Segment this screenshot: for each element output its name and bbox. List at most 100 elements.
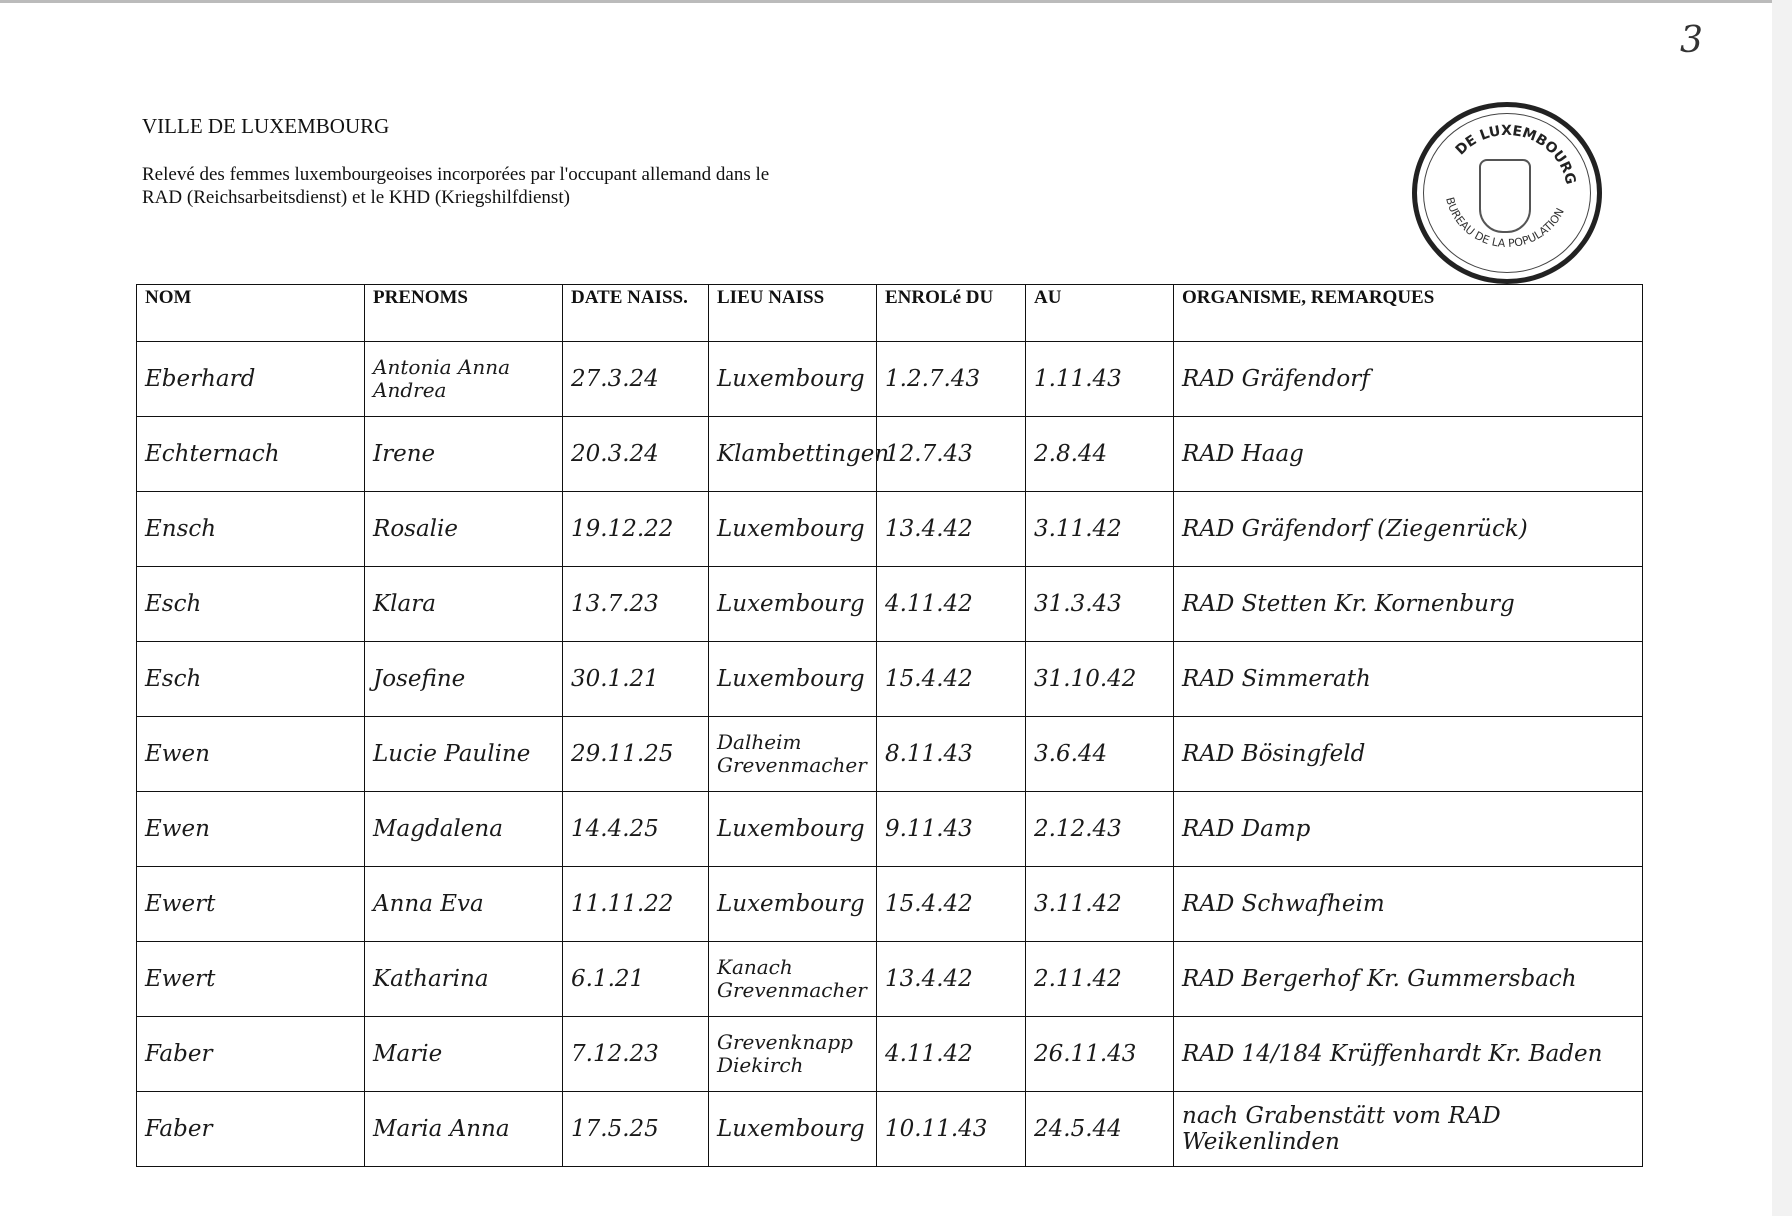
cell-organisme: RAD Bösingfeld [1173, 716, 1643, 792]
cell-prenoms: Katharina [364, 941, 563, 1017]
cell-lieu-naiss: Luxembourg [708, 566, 877, 642]
cell-date-naiss: 17.5.25 [562, 1091, 709, 1167]
cell-prenoms: Irene [364, 416, 563, 492]
cell-enrole-du: 1.2.7.43 [876, 341, 1026, 417]
cell-organisme: RAD Stetten Kr. Kornenburg [1173, 566, 1643, 642]
cell-nom: Ewen [136, 716, 365, 792]
svg-text:BUREAU DE LA POPULATION: BUREAU DE LA POPULATION [1443, 196, 1567, 250]
cell-au: 31.10.42 [1025, 641, 1174, 717]
cell-enrole-du: 8.11.43 [876, 716, 1026, 792]
cell-organisme: nach Grabenstätt vom RAD Weikenlinden [1173, 1091, 1643, 1167]
cell-enrole-du: 15.4.42 [876, 866, 1026, 942]
cell-organisme: RAD Bergerhof Kr. Gummersbach [1173, 941, 1643, 1017]
cell-date-naiss: 13.7.23 [562, 566, 709, 642]
cell-nom: Esch [136, 641, 365, 717]
cell-nom: Ensch [136, 491, 365, 567]
cell-nom: Eberhard [136, 341, 365, 417]
cell-au: 3.11.42 [1025, 866, 1174, 942]
cell-enrole-du: 13.4.42 [876, 941, 1026, 1017]
cell-au: 3.11.42 [1025, 491, 1174, 567]
table-row: Esch Josefine 30.1.21 Luxembourg 15.4.42 31.1… [136, 641, 1643, 717]
column-header-date-naiss: DATE NAISS. [562, 284, 709, 342]
cell-au: 3.6.44 [1025, 716, 1174, 792]
table-row: Ewen Magdalena 14.4.25 Luxembourg 9.11.43 2.1… [136, 791, 1643, 867]
cell-enrole-du: 9.11.43 [876, 791, 1026, 867]
column-header-au: AU [1025, 284, 1174, 342]
register-table: NOM PRENOMS DATE NAISS. LIEU NAISS ENROL… [136, 284, 1643, 1167]
scan-edge [0, 0, 1775, 3]
cell-prenoms: Lucie Pauline [364, 716, 563, 792]
cell-au: 24.5.44 [1025, 1091, 1174, 1167]
cell-prenoms: Anna Eva [364, 866, 563, 942]
cell-date-naiss: 27.3.24 [562, 341, 709, 417]
table-row: Ensch Rosalie 19.12.22 Luxembourg 13.4.42 3.1… [136, 491, 1643, 567]
cell-date-naiss: 6.1.21 [562, 941, 709, 1017]
cell-au: 31.3.43 [1025, 566, 1174, 642]
cell-lieu-naiss: Luxembourg [708, 1091, 877, 1167]
cell-prenoms: Rosalie [364, 491, 563, 567]
cell-date-naiss: 7.12.23 [562, 1016, 709, 1092]
organization-heading: VILLE DE LUXEMBOURG [142, 114, 390, 138]
cell-organisme: RAD Gräfendorf [1173, 341, 1643, 417]
column-header-nom: NOM [136, 284, 365, 342]
cell-enrole-du: 15.4.42 [876, 641, 1026, 717]
column-header-organisme: ORGANISME, REMARQUES [1173, 284, 1643, 342]
cell-au: 1.11.43 [1025, 341, 1174, 417]
table-row: Esch Klara 13.7.23 Luxembourg 4.11.42 31.3.43… [136, 566, 1643, 642]
cell-date-naiss: 30.1.21 [562, 641, 709, 717]
cell-prenoms: Josefine [364, 641, 563, 717]
cell-organisme: RAD Damp [1173, 791, 1643, 867]
title-line-1: Relevé des femmes luxembourgeoises incor… [142, 164, 770, 185]
cell-au: 2.8.44 [1025, 416, 1174, 492]
cell-au: 2.11.42 [1025, 941, 1174, 1017]
table-row: Ewert Anna Eva 11.11.22 Luxembourg 15.4.42 3.… [136, 866, 1643, 942]
cell-prenoms: Antonia Anna Andrea [364, 341, 563, 417]
cell-nom: Faber [136, 1016, 365, 1092]
stamp-inner-ring [1423, 113, 1591, 273]
cell-lieu-naiss: Kanach Grevenmacher [708, 941, 877, 1017]
table-row: Echternach Irene 20.3.24 Klambettingen 12.7.… [136, 416, 1643, 492]
table-row: Ewert Katharina 6.1.21 Kanach Grevenmacher 1… [136, 941, 1643, 1017]
scan-edge-right [1772, 0, 1792, 1216]
table-header-row: NOM PRENOMS DATE NAISS. LIEU NAISS ENROL… [136, 284, 1643, 342]
cell-enrole-du: 12.7.43 [876, 416, 1026, 492]
cell-lieu-naiss: Luxembourg [708, 491, 877, 567]
table-row: Faber Marie 7.12.23 Grevenknapp Diekirch 4.1… [136, 1016, 1643, 1092]
cell-lieu-naiss: Luxembourg [708, 641, 877, 717]
cell-prenoms: Marie [364, 1016, 563, 1092]
cell-nom: Faber [136, 1091, 365, 1167]
cell-prenoms: Maria Anna [364, 1091, 563, 1167]
cell-lieu-naiss: Klambettingen [708, 416, 889, 492]
table-row: Faber Maria Anna 17.5.25 Luxembourg 10.11.43… [136, 1091, 1643, 1167]
official-stamp: DE LUXEMBOURG BUREAU DE LA POPULATION [1412, 102, 1602, 284]
cell-date-naiss: 14.4.25 [562, 791, 709, 867]
cell-date-naiss: 20.3.24 [562, 416, 709, 492]
cell-organisme: RAD Schwafheim [1173, 866, 1643, 942]
column-header-enrole-du: ENROLé DU [876, 284, 1026, 342]
cell-au: 26.11.43 [1025, 1016, 1174, 1092]
cell-nom: Ewert [136, 941, 365, 1017]
table-row: Ewen Lucie Pauline 29.11.25 Dalheim Grevenm… [136, 716, 1643, 792]
page-number: 3 [1680, 20, 1703, 61]
svg-text:DE LUXEMBOURG: DE LUXEMBOURG [1453, 123, 1579, 186]
cell-organisme: RAD 14/184 Krüffenhardt Kr. Baden [1173, 1016, 1643, 1092]
cell-enrole-du: 4.11.42 [876, 566, 1026, 642]
cell-lieu-naiss: Luxembourg [708, 341, 877, 417]
stamp-lettering: DE LUXEMBOURG BUREAU DE LA POPULATION [1443, 123, 1579, 250]
table-row: Eberhard Antonia Anna Andrea 27.3.24 Luxemb… [136, 341, 1643, 417]
cell-organisme: RAD Gräfendorf (Ziegenrück) [1173, 491, 1643, 567]
cell-lieu-naiss: Luxembourg [708, 866, 877, 942]
document-title: Relevé des femmes luxembourgeoises incor… [142, 163, 902, 209]
cell-prenoms: Klara [364, 566, 563, 642]
cell-nom: Ewen [136, 791, 365, 867]
cell-lieu-naiss: Dalheim Grevenmacher [708, 716, 877, 792]
cell-date-naiss: 19.12.22 [562, 491, 709, 567]
cell-organisme: RAD Haag [1173, 416, 1643, 492]
cell-prenoms: Magdalena [364, 791, 563, 867]
cell-lieu-naiss: Grevenknapp Diekirch [708, 1016, 877, 1092]
column-header-prenoms: PRENOMS [364, 284, 563, 342]
column-header-lieu-naiss: LIEU NAISS [708, 284, 877, 342]
cell-nom: Esch [136, 566, 365, 642]
cell-date-naiss: 11.11.22 [562, 866, 709, 942]
cell-nom: Ewert [136, 866, 365, 942]
